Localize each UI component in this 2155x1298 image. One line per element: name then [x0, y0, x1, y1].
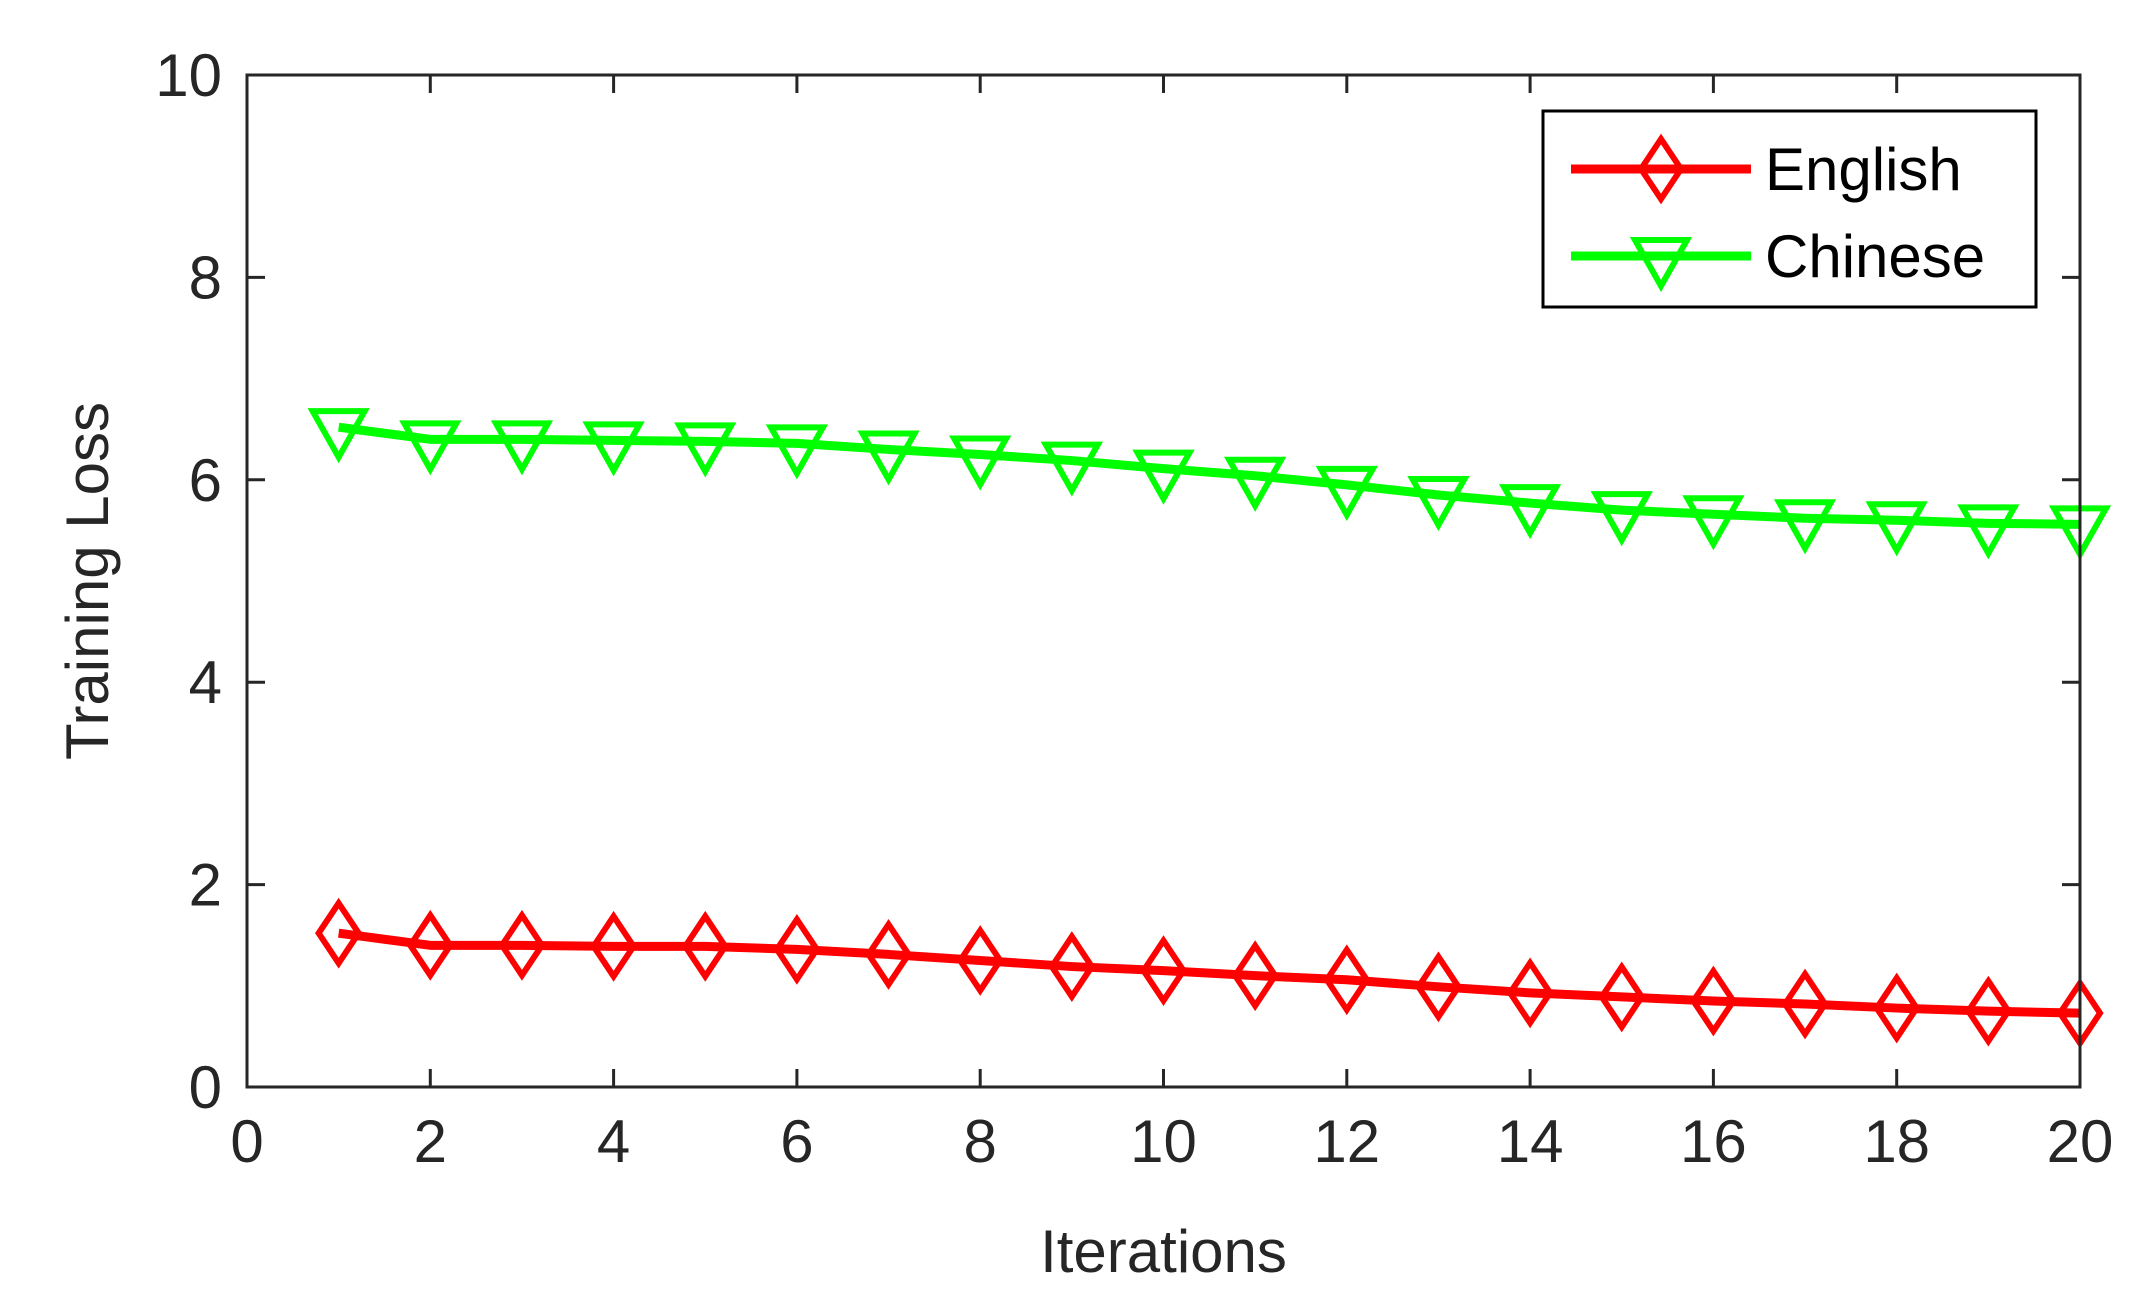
data-point-chinese	[1040, 441, 1103, 497]
data-point-chinese	[1315, 465, 1378, 521]
legend-box	[1541, 109, 2038, 309]
data-point-english	[498, 909, 546, 981]
data-point-english	[956, 925, 1004, 996]
data-point-chinese	[949, 435, 1012, 491]
x-tick-label: 18	[1863, 1108, 1930, 1175]
x-tick-label: 2	[414, 1108, 447, 1175]
data-point-chinese	[1957, 504, 2020, 560]
data-point-english	[1689, 965, 1738, 1037]
y-tick-label: 6	[189, 447, 222, 514]
y-tick-label: 8	[189, 244, 222, 311]
data-point-chinese	[1682, 495, 1745, 551]
y-tick-label: 2	[189, 852, 222, 919]
data-point-chinese	[1224, 456, 1287, 512]
data-point-english	[1139, 935, 1188, 1007]
legend-marker-chinese	[1629, 237, 1693, 293]
data-point-english	[773, 913, 821, 985]
x-tick-label: 20	[2047, 1108, 2114, 1175]
data-point-chinese	[1498, 484, 1562, 540]
x-tick-label: 10	[1130, 1108, 1197, 1175]
x-tick-label: 16	[1680, 1108, 1747, 1175]
series-line-english	[338, 928, 2081, 1018]
x-tick-label: 4	[597, 1108, 630, 1175]
data-point-english	[1781, 968, 1829, 1040]
data-point-english	[406, 909, 454, 981]
data-point-english	[1414, 951, 1463, 1023]
x-tick-label: 12	[1313, 1108, 1380, 1175]
data-point-english	[1231, 940, 1279, 1012]
data-point-chinese	[399, 420, 462, 476]
y-tick-label: 10	[155, 42, 222, 109]
legend-label-english: English	[1765, 136, 1962, 203]
data-point-chinese	[1407, 475, 1470, 532]
data-point-chinese	[1590, 491, 1653, 547]
data-point-english	[864, 919, 913, 990]
y-tick-label: 0	[189, 1054, 222, 1121]
data-point-english	[1323, 944, 1371, 1016]
data-point-chinese	[307, 408, 370, 464]
data-point-chinese	[582, 421, 645, 477]
x-tick-label: 14	[1497, 1108, 1564, 1175]
x-axis-label: Iterations	[1040, 1218, 1287, 1285]
legend-marker-english	[1637, 133, 1685, 205]
data-point-english	[1873, 972, 1921, 1044]
data-point-chinese	[490, 420, 554, 476]
data-point-english	[1964, 975, 2012, 1047]
data-point-english	[1048, 931, 1096, 1002]
x-tick-label: 0	[230, 1108, 263, 1175]
data-point-chinese	[857, 430, 920, 486]
data-point-english	[681, 910, 729, 982]
legend-label-chinese: Chinese	[1765, 223, 1985, 290]
data-point-chinese	[1773, 499, 1837, 555]
data-point-chinese	[674, 422, 737, 478]
data-point-chinese	[1132, 449, 1195, 505]
data-point-english	[1506, 957, 1554, 1029]
y-tick-label: 4	[189, 649, 222, 716]
data-point-chinese	[765, 424, 829, 480]
x-tick-label: 8	[964, 1108, 997, 1175]
data-point-english	[315, 897, 363, 969]
data-point-chinese	[1865, 501, 1928, 557]
legend: English Chinese	[1541, 109, 2038, 309]
y-axis-label: Training Loss	[54, 402, 121, 760]
data-point-english	[589, 910, 638, 982]
x-tick-label: 6	[780, 1108, 813, 1175]
data-point-english	[1598, 961, 1646, 1033]
